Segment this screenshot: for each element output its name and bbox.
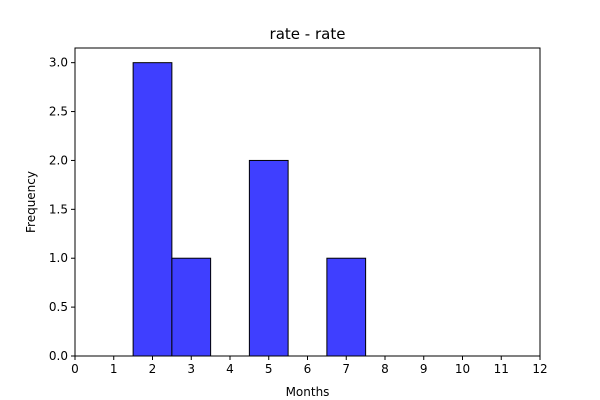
histogram-bar-1 (171, 257, 212, 357)
bars-group (132, 62, 367, 357)
histogram-bar-2 (248, 159, 289, 357)
x-tick-label-5: 5 (265, 362, 273, 376)
chart-title: rate - rate (270, 25, 346, 43)
y-tick-label-0: 0.0 (49, 349, 68, 363)
y-tick-label-5: 2.5 (49, 105, 68, 119)
x-tick-label-2: 2 (149, 362, 157, 376)
x-tick-label-12: 12 (532, 362, 547, 376)
x-tick-label-4: 4 (226, 362, 234, 376)
x-tick-label-0: 0 (71, 362, 79, 376)
y-tick-label-1: 0.5 (49, 300, 68, 314)
x-tick-label-11: 11 (494, 362, 509, 376)
x-tick-label-10: 10 (455, 362, 470, 376)
histogram-bar-3 (326, 257, 367, 357)
x-tick-label-8: 8 (381, 362, 389, 376)
x-tick-label-3: 3 (187, 362, 195, 376)
x-tick-label-6: 6 (304, 362, 312, 376)
x-tick-label-7: 7 (342, 362, 350, 376)
y-tick-label-4: 2.0 (49, 153, 68, 167)
y-axis-ticks: 0.0 0.5 1.0 1.5 2.0 2.5 3.0 (49, 56, 75, 363)
x-axis-ticks: 0 1 2 3 4 5 6 7 8 9 10 11 12 (71, 356, 548, 376)
histogram-bar-0 (132, 62, 173, 357)
y-tick-label-2: 1.0 (49, 251, 68, 265)
y-axis-label: Frequency (24, 171, 38, 233)
y-tick-label-6: 3.0 (49, 56, 68, 70)
x-tick-label-9: 9 (420, 362, 428, 376)
x-axis-label: Months (286, 385, 330, 399)
x-tick-label-1: 1 (110, 362, 118, 376)
y-tick-label-3: 1.5 (49, 202, 68, 216)
